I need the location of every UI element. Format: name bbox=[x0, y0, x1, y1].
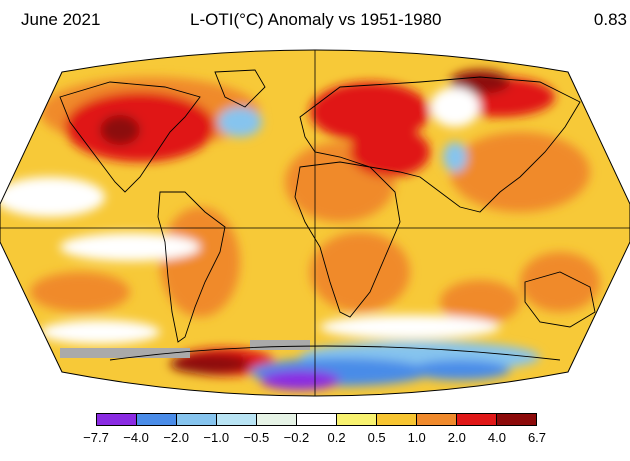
neutral-zone bbox=[60, 233, 200, 261]
global-mean-anomaly: 0.83 bbox=[593, 10, 627, 29]
legend-swatch bbox=[377, 414, 417, 425]
legend-swatch bbox=[97, 414, 137, 425]
legend-tick-label: −0.5 bbox=[243, 430, 270, 445]
warm-zone bbox=[440, 280, 520, 324]
neutral-zone bbox=[0, 177, 105, 217]
europe-asia-outline bbox=[299, 76, 581, 213]
south-america-outline bbox=[157, 191, 226, 343]
africa-outline bbox=[294, 161, 401, 318]
legend-swatch bbox=[137, 414, 177, 425]
legend-swatch bbox=[457, 414, 497, 425]
extreme-zone bbox=[100, 115, 140, 145]
legend-tick-label: 2.0 bbox=[447, 430, 466, 445]
hot-zone bbox=[350, 127, 430, 177]
cool-zone bbox=[218, 107, 262, 137]
cool-zone bbox=[443, 142, 467, 172]
legend-swatch bbox=[257, 414, 297, 425]
north-america-outline bbox=[59, 81, 201, 193]
warm-zone bbox=[160, 207, 240, 317]
legend-tick-label: −7.7 bbox=[83, 430, 109, 445]
legend-tick-label: 6.7 bbox=[527, 430, 547, 445]
legend-swatch bbox=[297, 414, 337, 425]
legend-tick-label: 0.2 bbox=[327, 430, 346, 445]
warm-zone bbox=[450, 132, 590, 212]
legend-swatch bbox=[217, 414, 257, 425]
color-legend bbox=[96, 413, 537, 426]
legend-tick-label: −1.0 bbox=[203, 430, 230, 445]
continent-outlines bbox=[59, 69, 596, 361]
hot-zone bbox=[65, 92, 215, 162]
no-data-zone bbox=[250, 340, 310, 350]
warm-zone bbox=[520, 252, 600, 312]
map-title: L-OTI(°C) Anomaly vs 1951-1980 bbox=[190, 10, 442, 29]
coldest-zone bbox=[260, 370, 340, 390]
warm-zone bbox=[310, 232, 410, 312]
cold-zone bbox=[410, 360, 510, 380]
legend-ticks: −7.7 −4.0 −2.0 −1.0 −0.5 −0.2 0.2 0.5 1.0 2.0 4.0 6… bbox=[74, 430, 560, 450]
anomaly-field bbox=[0, 50, 630, 396]
legend-tick-label: 0.5 bbox=[367, 430, 386, 445]
extreme-zone bbox=[170, 354, 250, 374]
neutral-zone bbox=[430, 87, 480, 127]
legend-tick-label: −0.2 bbox=[283, 430, 310, 445]
warm-zone bbox=[30, 272, 130, 312]
extreme-zone bbox=[450, 70, 510, 94]
map-date: June 2021 bbox=[21, 10, 101, 29]
legend-tick-label: 4.0 bbox=[487, 430, 506, 445]
hot-zone bbox=[310, 82, 430, 142]
legend-tick-label: 1.0 bbox=[407, 430, 426, 445]
neutral-zone bbox=[40, 320, 160, 344]
legend-tick-label: −4.0 bbox=[123, 430, 149, 445]
greenland-outline bbox=[214, 69, 266, 108]
antarctica-outline bbox=[109, 345, 561, 361]
legend-swatch bbox=[177, 414, 217, 425]
legend-swatch bbox=[417, 414, 457, 425]
neutral-zone bbox=[320, 315, 500, 339]
legend-swatch bbox=[337, 414, 377, 425]
map-border bbox=[0, 49, 630, 397]
legend-tick-label: −2.0 bbox=[163, 430, 189, 445]
australia-outline bbox=[524, 271, 596, 328]
legend-swatch bbox=[497, 414, 536, 425]
no-data-zone bbox=[60, 348, 190, 358]
temperature-anomaly-map bbox=[0, 49, 630, 397]
